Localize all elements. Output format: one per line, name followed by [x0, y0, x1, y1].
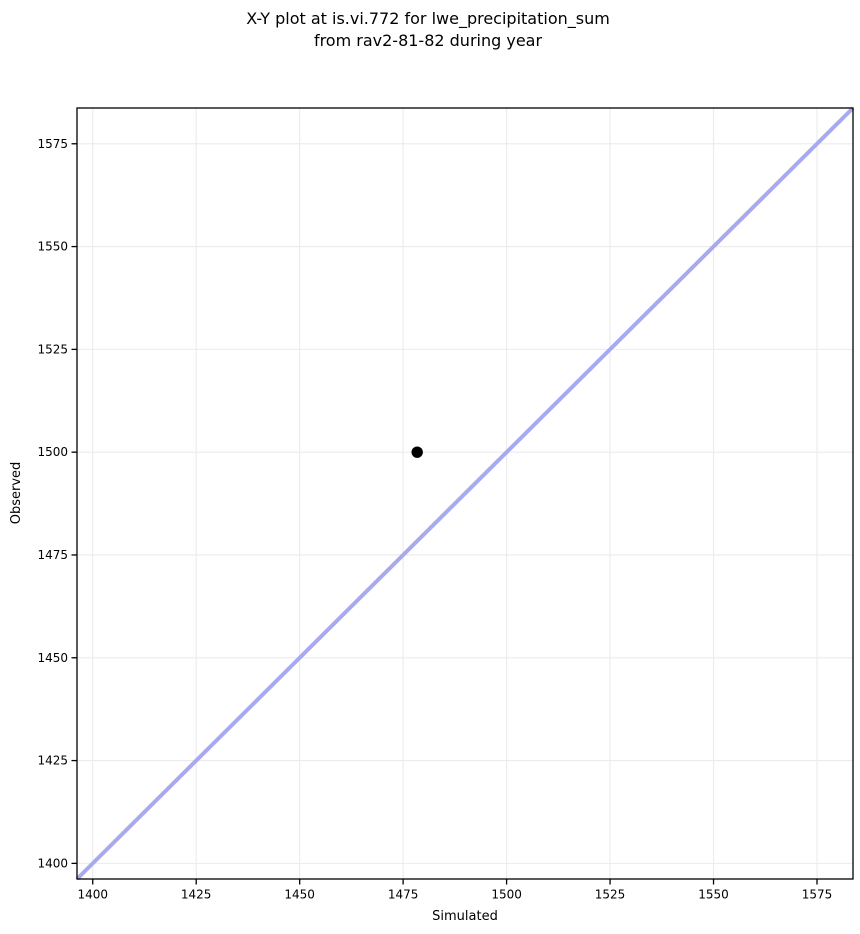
- y-tick-label: 1450: [37, 651, 68, 665]
- x-tick-label: 1525: [595, 888, 626, 902]
- identity-reference-line: [75, 106, 855, 881]
- x-tick-label: 1500: [491, 888, 522, 902]
- y-tick-label: 1425: [37, 754, 68, 768]
- x-tick-label: 1550: [698, 888, 729, 902]
- x-tick-label: 1575: [802, 888, 833, 902]
- x-tick-layer: 1400 1425 1450 1475 1500 1525 1550 1575: [77, 879, 832, 902]
- y-tick-label: 1525: [37, 342, 68, 356]
- chart-title-line-2: from rav2-81-82 during year: [314, 31, 543, 50]
- x-tick-label: 1400: [77, 888, 108, 902]
- grid-layer: [77, 108, 853, 879]
- x-tick-label: 1425: [181, 888, 212, 902]
- y-tick-label: 1575: [37, 137, 68, 151]
- plot-border: [76, 107, 854, 880]
- data-point: [411, 446, 423, 458]
- data-point-layer: [411, 446, 423, 458]
- y-tick-label: 1475: [37, 548, 68, 562]
- x-tick-label: 1475: [388, 888, 419, 902]
- x-tick-label: 1450: [284, 888, 315, 902]
- y-tick-layer: 1400 1425 1450 1475 1500 1525 1550 1575: [37, 137, 77, 870]
- x-axis-label: Simulated: [432, 909, 498, 924]
- y-tick-label: 1400: [37, 856, 68, 870]
- y-tick-label: 1500: [37, 445, 68, 459]
- y-axis-label: Observed: [9, 462, 24, 525]
- y-tick-label: 1550: [37, 240, 68, 254]
- chart-title-line-1: X-Y plot at is.vi.772 for lwe_precipitat…: [246, 9, 610, 29]
